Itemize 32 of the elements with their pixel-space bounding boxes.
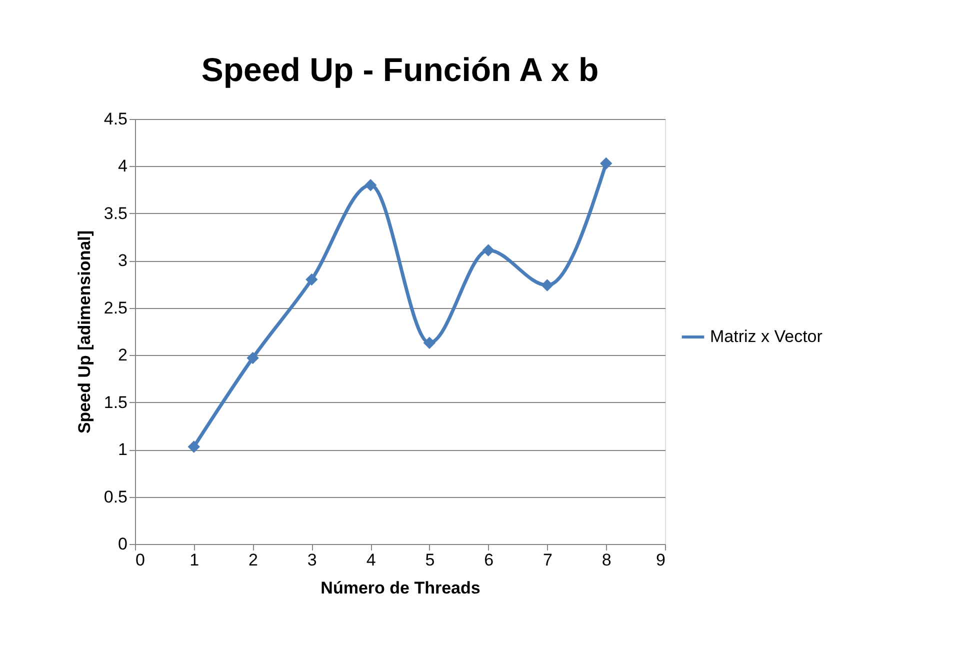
point xyxy=(188,440,200,453)
chart-title: Speed Up - Función A x b xyxy=(201,51,599,88)
y-tick-label: 4 xyxy=(118,156,128,176)
x-axis-title: Número de Threads xyxy=(320,578,480,598)
legend-label: Matriz x Vector xyxy=(710,327,823,346)
y-tick-label: 0.5 xyxy=(104,487,128,506)
x-tick-label: 7 xyxy=(542,550,552,570)
point xyxy=(246,352,259,364)
y-tick-label: 2.5 xyxy=(104,298,128,318)
point xyxy=(600,157,612,170)
y-tick-label: 2 xyxy=(118,346,128,365)
point xyxy=(482,244,494,256)
x-tick-label: 4 xyxy=(366,550,376,570)
y-tick-label: 3.5 xyxy=(104,204,128,223)
y-tick-label: 1 xyxy=(118,440,128,460)
point xyxy=(306,273,318,286)
x-tick-label: 5 xyxy=(425,550,435,570)
y-tick-label: 3 xyxy=(118,251,128,270)
x-tick-label: 2 xyxy=(248,550,258,570)
point xyxy=(541,279,554,292)
y-tick-label: 4.5 xyxy=(104,110,128,128)
point xyxy=(364,178,377,192)
point xyxy=(423,336,436,349)
y-tick-label: 1.5 xyxy=(104,392,128,412)
x-tick-label: 1 xyxy=(190,550,200,570)
y-axis-title: Speed Up [adimensional] xyxy=(74,230,94,434)
x-tick-label: 3 xyxy=(307,550,317,570)
x-tick-label: 0 xyxy=(136,550,145,570)
x-tick-label: 9 xyxy=(656,550,666,570)
x-tick-label: 6 xyxy=(484,550,494,570)
x-tick-label: 8 xyxy=(602,550,612,570)
y-tick-label: 0 xyxy=(118,534,128,554)
